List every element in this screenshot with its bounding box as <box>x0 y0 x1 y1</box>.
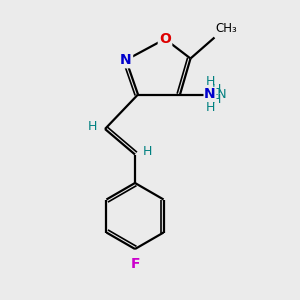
Text: F: F <box>130 257 140 272</box>
Text: CH₃: CH₃ <box>215 22 237 35</box>
Text: H: H <box>205 101 215 114</box>
Text: O: O <box>159 32 171 46</box>
Text: H: H <box>88 119 98 133</box>
Text: H: H <box>212 82 221 96</box>
Text: –N: –N <box>212 88 227 101</box>
Text: H: H <box>142 145 152 158</box>
Text: H: H <box>205 75 215 88</box>
Text: H: H <box>212 93 221 106</box>
Text: N: N <box>204 88 216 101</box>
Text: N: N <box>120 53 132 67</box>
